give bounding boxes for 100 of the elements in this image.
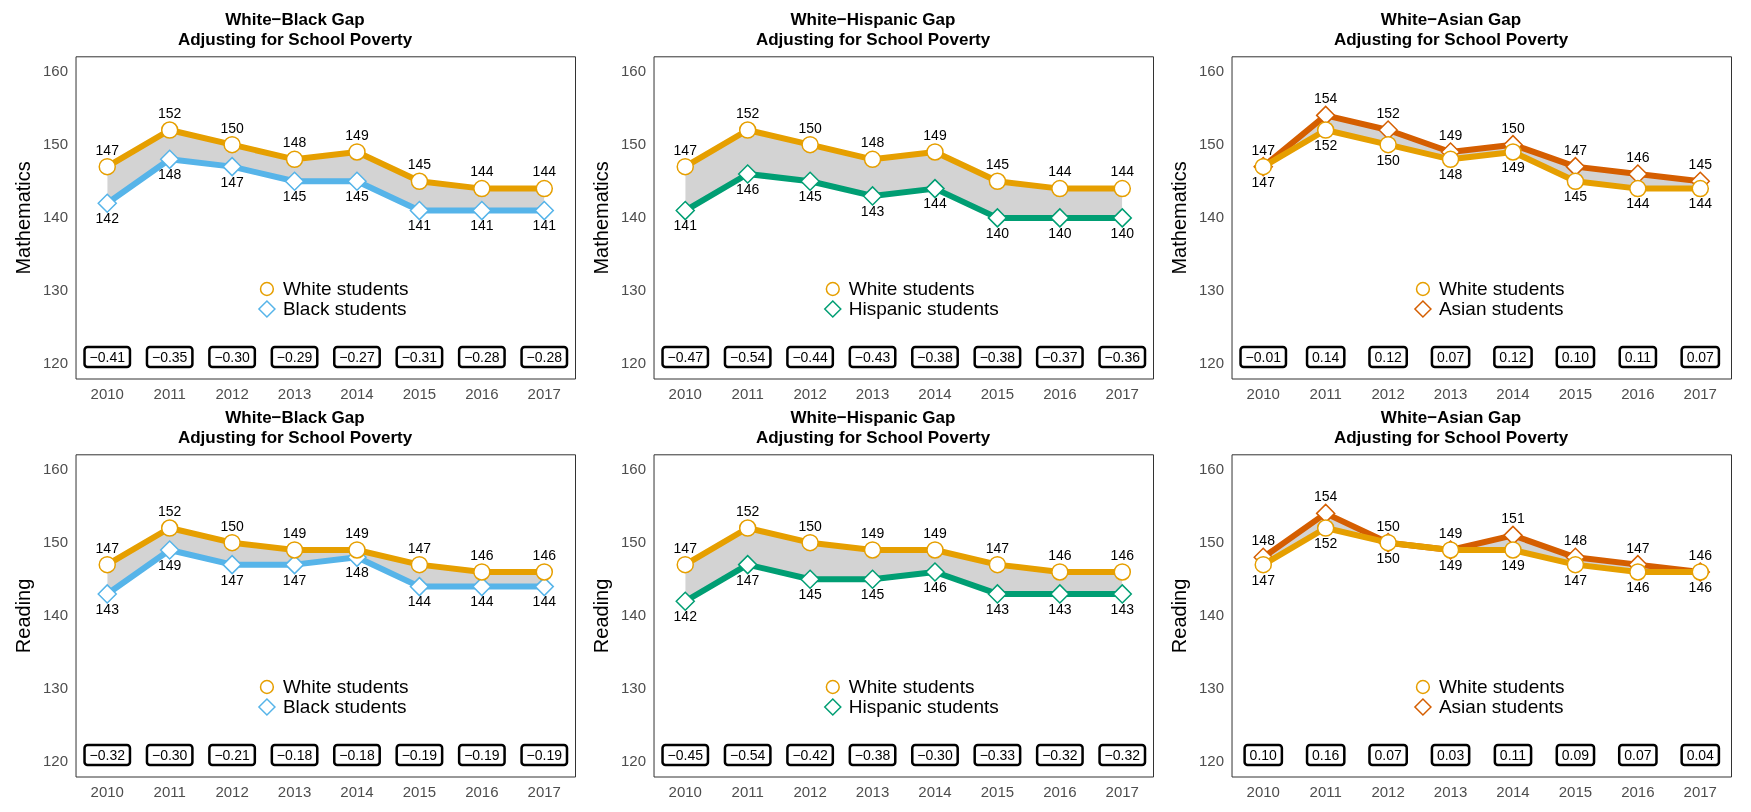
y-tick-label: 160 — [43, 61, 69, 79]
point — [1051, 179, 1069, 198]
data-label: 147 — [220, 173, 244, 190]
data-label: 141 — [470, 217, 494, 234]
y-tick-label: 130 — [621, 281, 647, 299]
annotation: −0.54 — [729, 348, 766, 365]
legend-label: Black students — [282, 298, 407, 320]
point — [535, 563, 554, 581]
point — [348, 541, 366, 559]
data-label: 146 — [1688, 546, 1713, 563]
y-axis-title: Reading — [589, 578, 612, 654]
y-tick-label: 160 — [43, 459, 69, 477]
point — [988, 172, 1007, 191]
annotation: 0.12 — [1374, 348, 1402, 365]
y-tick-label: 140 — [43, 208, 69, 226]
annotation: −0.29 — [276, 348, 313, 365]
data-label: 145 — [798, 586, 822, 603]
x-tick-label: 2016 — [1621, 385, 1655, 403]
annotation: −0.36 — [1104, 348, 1141, 365]
point — [97, 193, 117, 214]
annotation: 0.07 — [1374, 746, 1402, 763]
y-tick-label: 160 — [621, 61, 647, 79]
data-label: 152 — [1376, 104, 1400, 121]
point — [988, 555, 1007, 574]
legend-label: White students — [282, 676, 409, 698]
annotation: −0.33 — [979, 746, 1016, 763]
x-tick-label: 2010 — [668, 385, 702, 403]
point — [863, 541, 882, 559]
point — [410, 555, 429, 574]
data-label: 147 — [407, 539, 432, 556]
data-label: 145 — [798, 188, 822, 205]
annotation: −0.44 — [792, 348, 829, 365]
chart-title: White−Hispanic Gap — [790, 407, 956, 427]
annotation: −0.21 — [214, 746, 251, 763]
annotation: −0.37 — [1042, 348, 1078, 365]
x-tick-label: 2010 — [1246, 783, 1280, 801]
y-tick-label: 150 — [1199, 134, 1225, 152]
y-tick-label: 120 — [1199, 354, 1225, 372]
x-tick-label: 2011 — [731, 783, 764, 801]
data-label: 148 — [345, 564, 369, 581]
x-tick-label: 2016 — [1043, 385, 1077, 403]
y-axis-title: Reading — [11, 578, 34, 654]
data-label: 147 — [1563, 571, 1588, 588]
x-tick-label: 2012 — [215, 783, 249, 801]
annotation: −0.19 — [464, 746, 500, 763]
y-tick-label: 130 — [43, 281, 69, 299]
chart-title: White−Hispanic Gap — [790, 9, 956, 29]
legend-label: White students — [282, 278, 409, 300]
point — [1112, 208, 1133, 228]
data-label: 149 — [923, 524, 947, 541]
y-tick-label: 140 — [621, 208, 647, 226]
point — [1050, 584, 1070, 604]
point — [737, 554, 758, 575]
point — [1629, 563, 1647, 581]
point — [98, 157, 116, 176]
point — [1378, 120, 1398, 140]
x-tick-label: 2014 — [918, 385, 952, 403]
point — [926, 143, 944, 161]
x-tick-label: 2012 — [215, 385, 249, 403]
annotation: −0.19 — [401, 746, 438, 763]
data-label: 141 — [673, 217, 698, 234]
data-label: 149 — [282, 524, 307, 541]
point — [285, 541, 304, 559]
data-label: 147 — [282, 571, 307, 588]
annotation: −0.18 — [276, 746, 313, 763]
data-label: 145 — [985, 156, 1010, 173]
point — [862, 186, 883, 206]
data-label: 151 — [1501, 510, 1525, 527]
annotation: −0.32 — [1042, 746, 1078, 763]
data-label: 143 — [860, 202, 885, 219]
y-tick-label: 140 — [1199, 208, 1225, 226]
data-label: 144 — [923, 195, 947, 212]
point — [472, 200, 492, 221]
x-tick-label: 2013 — [855, 783, 890, 801]
data-label: 146 — [470, 546, 494, 563]
x-tick-label: 2017 — [527, 385, 561, 403]
annotation: 0.16 — [1312, 746, 1340, 763]
point — [1566, 555, 1585, 574]
y-tick-label: 120 — [43, 752, 69, 770]
point — [801, 533, 819, 552]
y-axis-title: Mathematics — [1167, 161, 1190, 275]
point — [676, 555, 694, 574]
data-label: 149 — [1438, 556, 1463, 573]
point — [800, 569, 820, 590]
annotation: −0.01 — [1245, 348, 1282, 365]
data-label: 146 — [1626, 578, 1650, 595]
annotation: −0.30 — [151, 746, 188, 763]
y-tick-label: 120 — [43, 354, 69, 372]
y-tick-label: 120 — [621, 354, 647, 372]
data-label: 149 — [1501, 158, 1525, 175]
y-tick-label: 160 — [621, 459, 647, 477]
legend-label: White students — [848, 676, 975, 698]
y-tick-label: 140 — [43, 606, 69, 624]
data-label: 149 — [1438, 126, 1463, 143]
data-label: 150 — [220, 119, 244, 136]
point — [348, 143, 366, 161]
chart-subtitle: Adjusting for School Poverty — [177, 428, 413, 448]
data-label: 147 — [1626, 539, 1650, 556]
data-label: 144 — [407, 593, 432, 610]
annotation: −0.35 — [151, 348, 188, 365]
